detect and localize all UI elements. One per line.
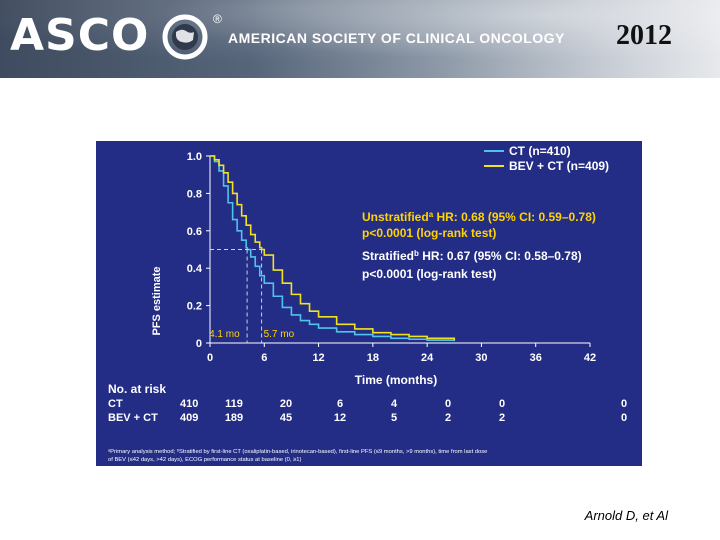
x-tick-label: 6 bbox=[261, 352, 267, 364]
unstratified-hr-text: Unstratifieda HR: 0.68 (95% CI: 0.59–0.7… bbox=[362, 210, 596, 224]
risk-table-cell: 2 bbox=[499, 412, 505, 424]
risk-table-cell: 0 bbox=[621, 412, 627, 424]
citation: Arnold D, et Al bbox=[584, 508, 668, 523]
footnote-line-1: ᵃPrimary analysis method; ᵇStratified by… bbox=[108, 448, 487, 455]
header-banner: ASCO ® AMERICAN SOCIETY OF CLINICAL ONCO… bbox=[0, 0, 720, 78]
chart-axes: 0 0.2 0.4 0.6 0.8 1.0 0 6 12 18 24 30 36 42 bbox=[187, 151, 596, 364]
y-tick-label: 0.4 bbox=[187, 263, 203, 275]
x-tick-label: 18 bbox=[367, 352, 379, 364]
year-label: 2012 bbox=[616, 20, 672, 51]
risk-table-cell: 5 bbox=[391, 412, 397, 424]
risk-row-label-ct: CT bbox=[108, 398, 123, 410]
registered-mark: ® bbox=[213, 12, 222, 26]
risk-table-cell: 409 bbox=[180, 412, 198, 424]
footnote-line-2: of BEV (≤42 days, >42 days), ECOG perfor… bbox=[108, 457, 301, 463]
median-markers: 4.1 mo 5.7 mo bbox=[209, 249, 295, 343]
x-tick-label: 36 bbox=[530, 352, 542, 364]
ct-survival-curve bbox=[210, 155, 456, 342]
x-tick-label: 0 bbox=[207, 352, 213, 364]
km-chart-panel: 0 0.2 0.4 0.6 0.8 1.0 0 6 12 18 24 30 36 42 4.1 mo 5.7… bbox=[96, 141, 642, 466]
x-tick-label: 30 bbox=[475, 352, 487, 364]
y-tick-label: 0 bbox=[196, 338, 202, 350]
header-photo-background bbox=[0, 0, 720, 78]
y-tick-label: 0.8 bbox=[187, 188, 202, 200]
median-label: 5.7 mo bbox=[264, 329, 295, 340]
stratified-p-text: p<0.0001 (log-rank test) bbox=[362, 267, 496, 281]
legend-ct-label: CT (n=410) bbox=[509, 144, 571, 158]
risk-table-cell: 0 bbox=[621, 398, 627, 410]
bev-ct-survival-curve bbox=[210, 155, 456, 341]
unstratified-p-text: p<0.0001 (log-rank test) bbox=[362, 226, 496, 240]
risk-table-cell: 20 bbox=[280, 398, 292, 410]
globe-icon bbox=[162, 14, 208, 60]
y-tick-label: 0.2 bbox=[187, 301, 202, 313]
risk-table-cell: 6 bbox=[337, 398, 343, 410]
risk-row-label-bev: BEV + CT bbox=[108, 412, 158, 424]
risk-table-cell: 12 bbox=[334, 412, 346, 424]
x-tick-label: 12 bbox=[312, 352, 324, 364]
x-tick-label: 24 bbox=[421, 352, 434, 364]
km-chart: 00.20.40.60.81.00 6 12 18 24 30 36 42 4.1 mo 5.7… bbox=[108, 144, 627, 463]
y-axis-label: PFS estimate bbox=[151, 266, 163, 335]
x-tick-label: 42 bbox=[584, 352, 596, 364]
risk-table-cell: 2 bbox=[445, 412, 451, 424]
x-axis-label: Time (months) bbox=[355, 373, 437, 387]
y-tick-label: 1.0 bbox=[187, 151, 202, 163]
median-label: 4.1 mo bbox=[209, 329, 240, 340]
risk-table-cell: 4 bbox=[391, 398, 398, 410]
risk-table-cell: 0 bbox=[445, 398, 451, 410]
stratified-hr-text: Stratifiedb HR: 0.67 (95% CI: 0.58–0.78) bbox=[362, 249, 582, 263]
risk-table-cell: 45 bbox=[280, 412, 292, 424]
y-tick-label: 0.6 bbox=[187, 226, 202, 238]
organization-name: AMERICAN SOCIETY OF CLINICAL ONCOLOGY bbox=[228, 30, 565, 46]
chart-curves bbox=[210, 155, 456, 342]
risk-table-cell: 410 bbox=[180, 398, 198, 410]
risk-table-cell: 0 bbox=[499, 398, 505, 410]
risk-table-cell: 189 bbox=[225, 412, 243, 424]
asco-logo-text: ASCO bbox=[10, 10, 150, 61]
legend-bev-label: BEV + CT (n=409) bbox=[509, 159, 609, 173]
risk-table-title: No. at risk bbox=[108, 382, 166, 396]
risk-table-cell: 119 bbox=[225, 398, 243, 410]
